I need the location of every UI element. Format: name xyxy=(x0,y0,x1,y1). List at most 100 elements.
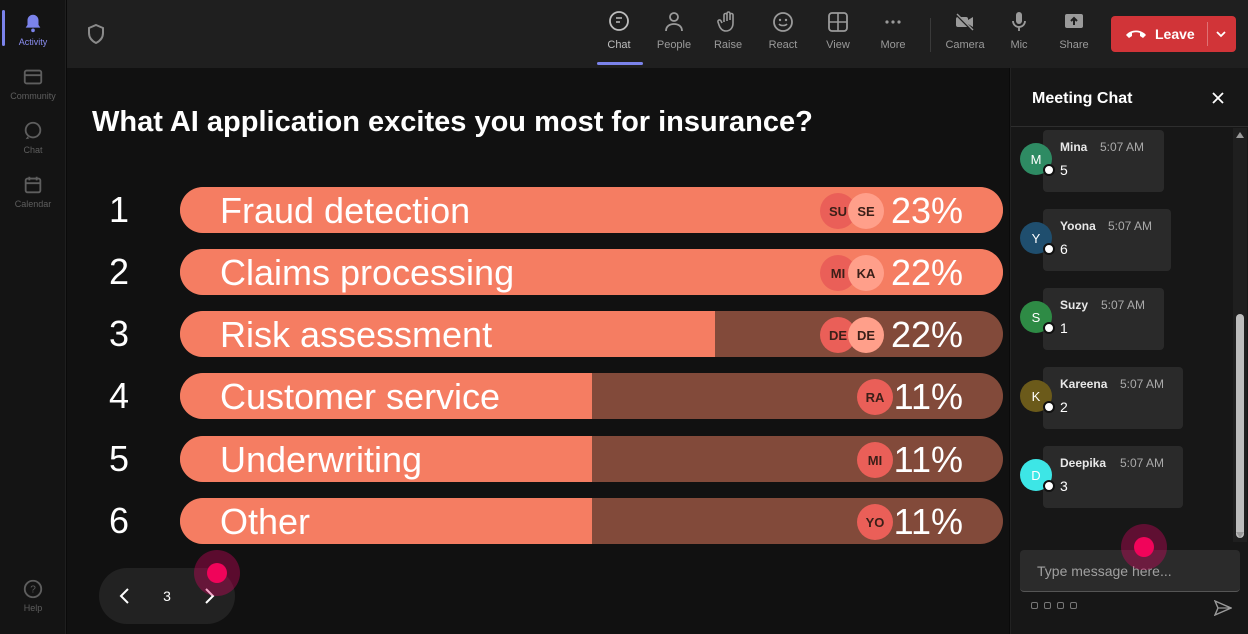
smiley-icon xyxy=(773,12,793,32)
option-bar: Other YO 11% xyxy=(180,498,1003,544)
chat-title: Meeting Chat xyxy=(1032,90,1133,107)
rail-item-calendar[interactable]: Calendar xyxy=(0,174,66,209)
option-rank: 4 xyxy=(108,375,130,416)
chat-scrollbar[interactable] xyxy=(1233,128,1247,542)
chat-icon xyxy=(609,11,629,31)
camera-off-icon xyxy=(955,13,974,32)
option-rank: 3 xyxy=(108,313,130,354)
option-label: Other xyxy=(220,501,311,542)
message-time: 5:07 AM xyxy=(1100,140,1145,154)
chevron-left-icon[interactable] xyxy=(113,584,137,608)
send-icon[interactable] xyxy=(1214,600,1232,616)
toolbar-camera-button[interactable]: Camera xyxy=(940,10,990,51)
scroll-down-arrow-icon[interactable] xyxy=(1236,532,1244,538)
avatar: DE xyxy=(848,317,884,353)
chat-bubble-icon xyxy=(24,121,42,140)
message-bubble: Kareena 5:07 AM 2 xyxy=(1043,367,1183,429)
message-input[interactable] xyxy=(1020,550,1240,592)
emoji-icon[interactable] xyxy=(1057,602,1064,609)
avatar[interactable]: D xyxy=(1020,459,1052,491)
message-author: Mina xyxy=(1060,140,1088,154)
option-rank: 2 xyxy=(108,251,130,292)
help-icon: ? xyxy=(23,579,43,599)
option-label: Underwriting xyxy=(220,439,423,480)
scroll-thumb[interactable] xyxy=(1236,314,1244,538)
toolbar-people-button[interactable]: People xyxy=(649,10,699,51)
toolbar-label: People xyxy=(656,39,692,51)
message-compose-box xyxy=(1020,550,1240,592)
toolbar-chat-button[interactable]: Chat xyxy=(594,10,644,51)
message-bubble: Suzy 5:07 AM 1 xyxy=(1043,288,1164,350)
option-bar-fill xyxy=(180,436,592,482)
avatar[interactable]: K xyxy=(1020,380,1052,412)
rail-item-activity[interactable]: Activity xyxy=(0,12,66,47)
poll-option-row: 4 Customer service RA 11% xyxy=(67,371,1009,421)
toolbar-share-button[interactable]: Share xyxy=(1049,10,1099,51)
option-bar-fill xyxy=(180,498,592,544)
avatar: MI xyxy=(857,442,893,478)
option-rank: 1 xyxy=(108,189,130,230)
option-percent: 11% xyxy=(893,439,963,480)
message-author: Kareena xyxy=(1060,377,1108,391)
presence-indicator xyxy=(1043,322,1055,334)
option-rank: 6 xyxy=(108,500,130,541)
shield-icon[interactable] xyxy=(87,24,105,44)
leave-button[interactable]: Leave xyxy=(1111,16,1236,52)
option-label: Risk assessment xyxy=(220,314,493,355)
message-author: Deepika xyxy=(1060,456,1107,470)
hang-up-icon xyxy=(1126,30,1146,38)
rail-item-help[interactable]: ? Help xyxy=(0,578,66,613)
poll-option-row: 2 Claims processing MI KA 22% xyxy=(67,247,1009,297)
rail-active-indicator xyxy=(2,10,5,46)
option-percent: 11% xyxy=(893,376,963,417)
toolbar-label: Share xyxy=(1059,39,1089,51)
toolbar-label: More xyxy=(880,39,906,51)
community-icon xyxy=(23,69,43,85)
option-bar: Risk assessment DE DE 22% xyxy=(180,311,1003,357)
message-author: Suzy xyxy=(1060,298,1089,312)
toolbar-raise-button[interactable]: Raise xyxy=(703,10,753,51)
page-number: 3 xyxy=(163,588,171,604)
rail-label: Help xyxy=(23,603,43,613)
avatar: KA xyxy=(848,255,884,291)
meeting-chat-panel: Meeting Chat Mina 5:07 AM 5 M Yoona 5:07… xyxy=(1010,68,1248,634)
avatar: YO xyxy=(857,504,893,540)
option-percent: 22% xyxy=(890,314,963,355)
poll-option-row: 3 Risk assessment DE DE 22% xyxy=(67,309,1009,359)
option-rank: 5 xyxy=(108,438,130,479)
avatar: SE xyxy=(848,193,884,229)
meeting-toolbar: Chat People Raise React View More Camera… xyxy=(67,0,1248,68)
chat-message: Deepika 5:07 AM 3 D xyxy=(1011,446,1231,510)
toolbar-mic-button[interactable]: Mic xyxy=(994,10,1044,51)
presence-indicator xyxy=(1043,243,1055,255)
toolbar-react-button[interactable]: React xyxy=(758,10,808,51)
option-bar-fill xyxy=(180,311,715,357)
option-label: Customer service xyxy=(220,376,501,417)
message-text: 3 xyxy=(1060,478,1068,494)
toolbar-label: Raise xyxy=(713,39,743,51)
rail-item-community[interactable]: Community xyxy=(0,66,66,101)
microphone-icon xyxy=(1012,12,1026,31)
toolbar-view-button[interactable]: View xyxy=(813,10,863,51)
avatar: RA xyxy=(857,379,893,415)
option-bar: Claims processing MI KA 22% xyxy=(180,249,1003,295)
rail-item-chat[interactable]: Chat xyxy=(0,120,66,155)
chevron-down-icon[interactable] xyxy=(1215,28,1227,40)
presence-indicator xyxy=(1043,401,1055,413)
scroll-up-arrow-icon[interactable] xyxy=(1236,132,1244,138)
pointer-highlight xyxy=(1121,524,1167,570)
leave-separator xyxy=(1207,22,1208,46)
compose-tools xyxy=(1031,602,1111,614)
attach-icon[interactable] xyxy=(1044,602,1051,609)
gif-icon[interactable] xyxy=(1070,602,1077,609)
option-percent: 23% xyxy=(890,190,963,231)
close-icon[interactable] xyxy=(1210,90,1226,106)
person-icon xyxy=(665,12,683,32)
toolbar-more-button[interactable]: More xyxy=(868,10,918,51)
format-icon[interactable] xyxy=(1031,602,1038,609)
message-time: 5:07 AM xyxy=(1120,377,1165,391)
chevron-right-icon[interactable] xyxy=(197,584,221,608)
calendar-icon xyxy=(24,176,42,194)
message-bubble: Mina 5:07 AM 5 xyxy=(1043,130,1164,192)
more-dots-icon xyxy=(885,20,901,24)
